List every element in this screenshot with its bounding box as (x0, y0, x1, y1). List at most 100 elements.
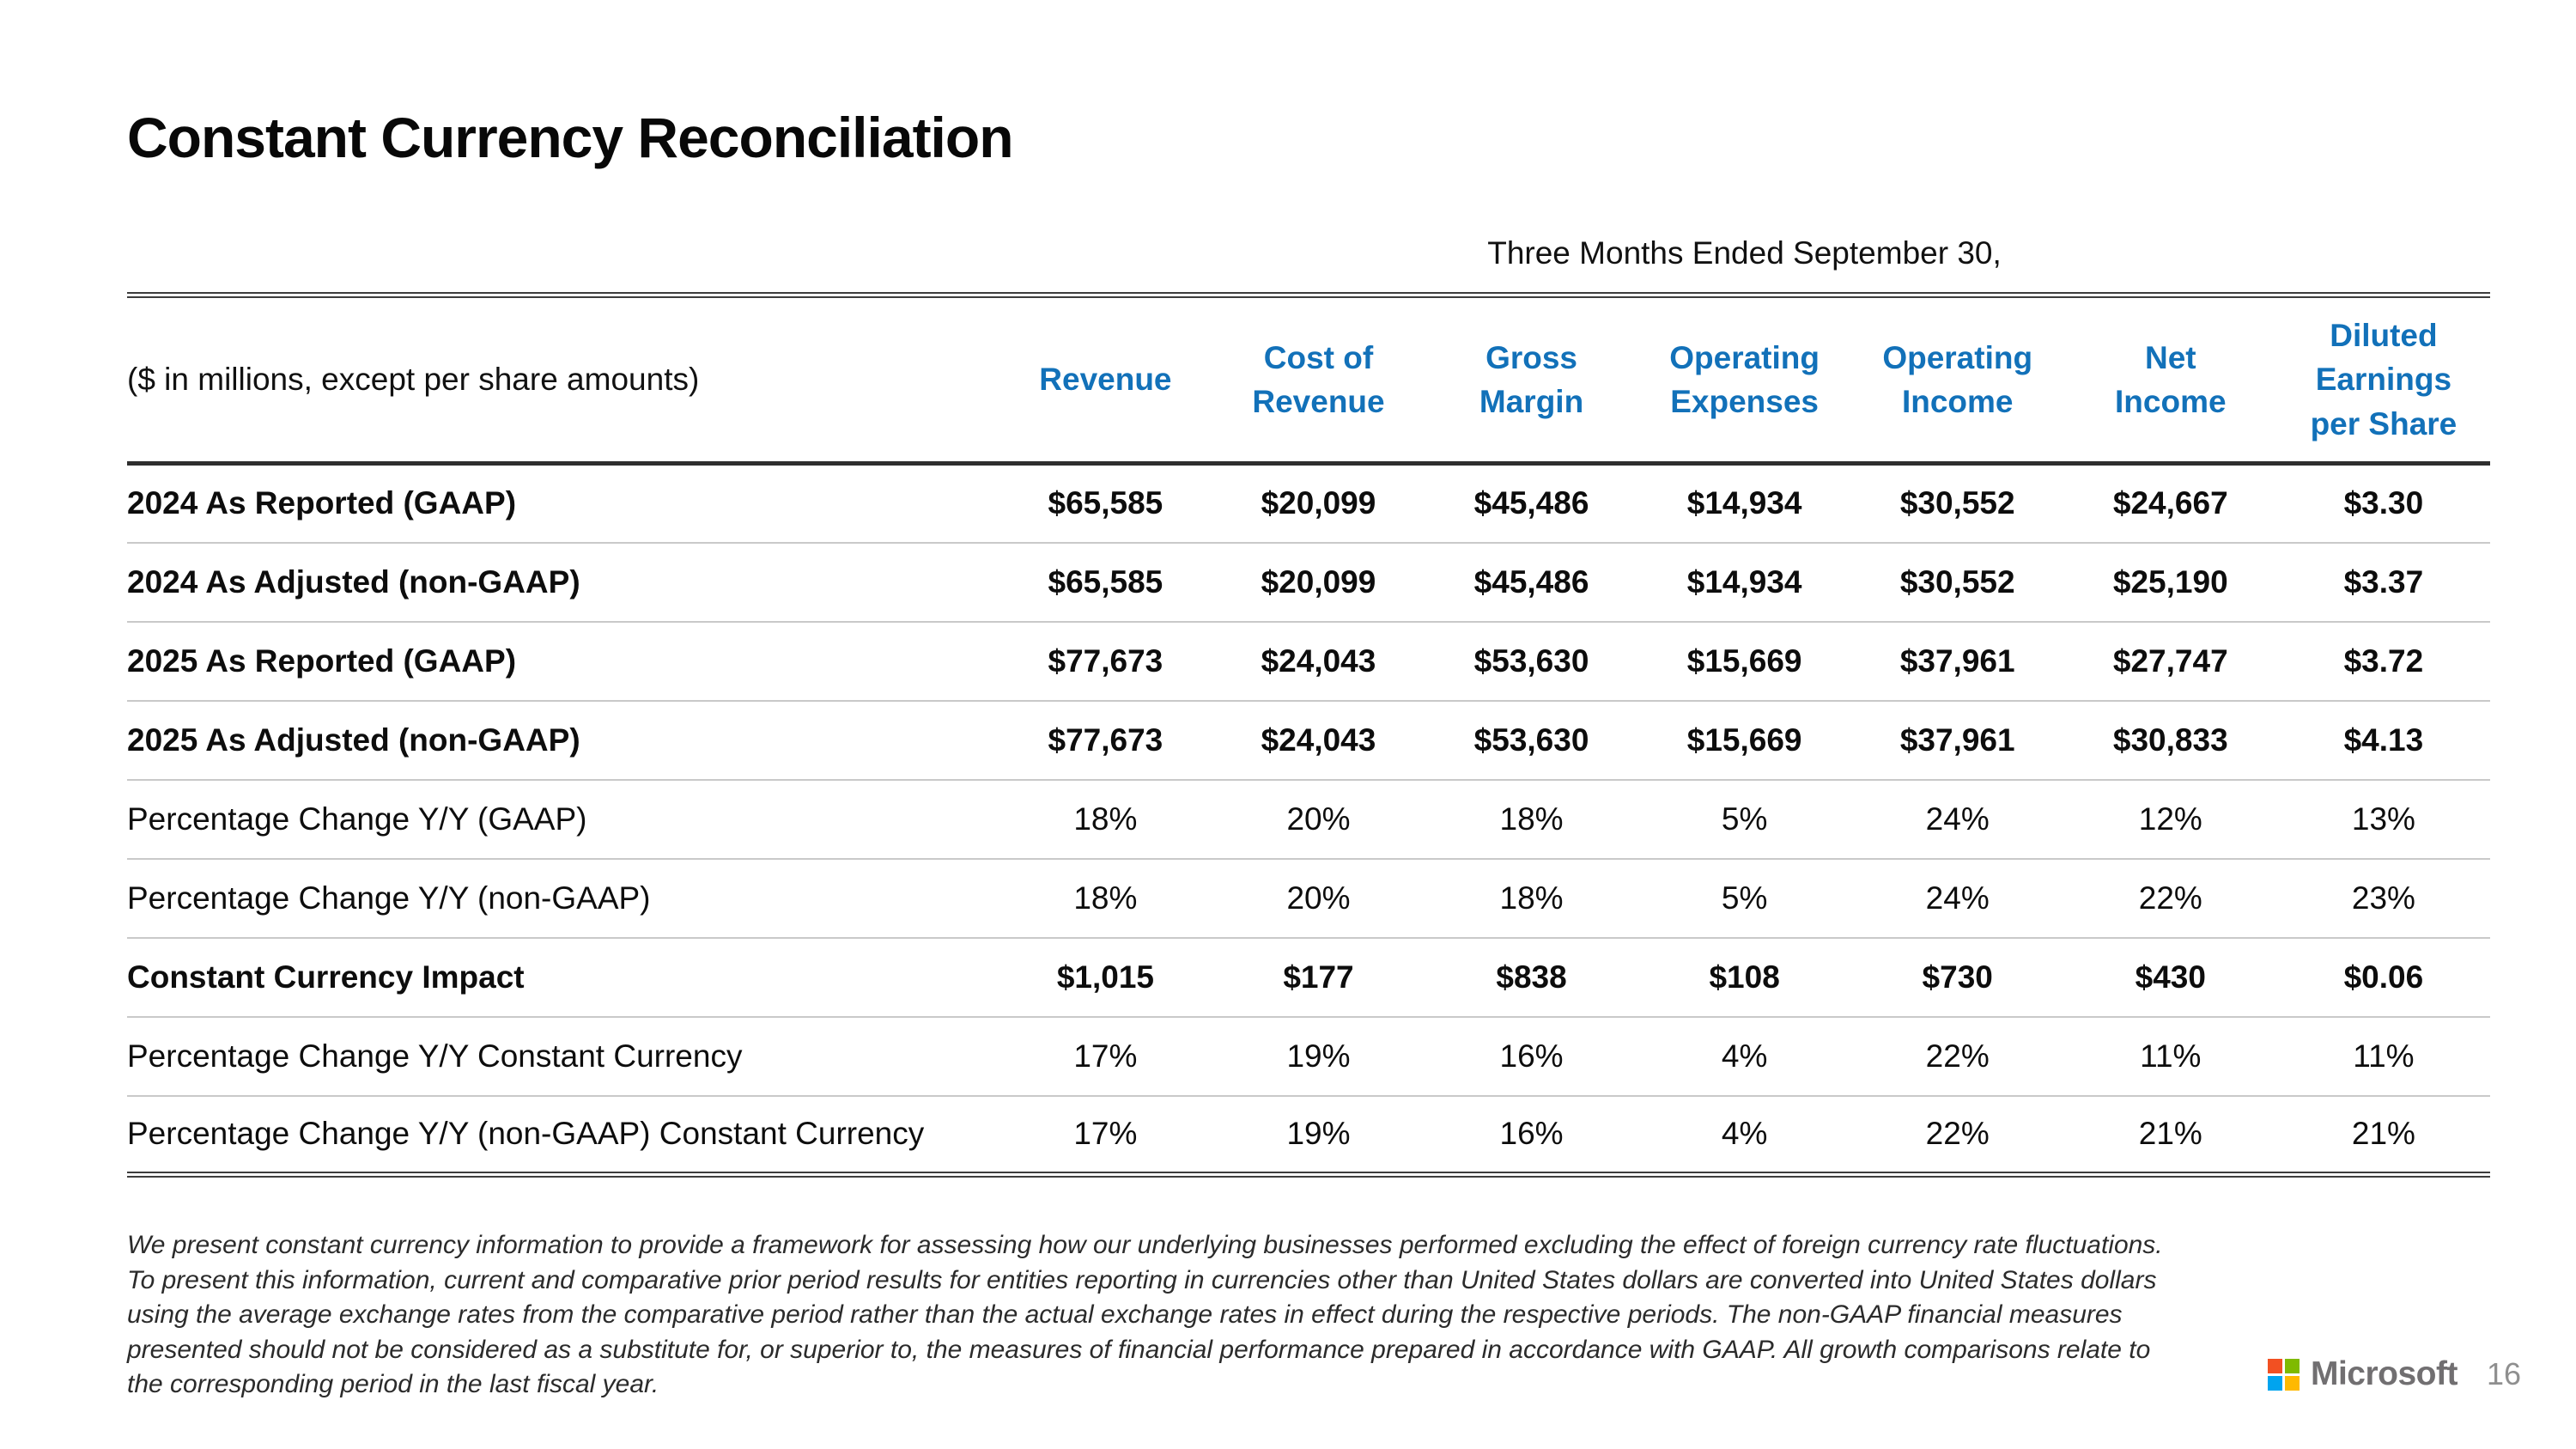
footnote-line: the corresponding period in the last fis… (127, 1370, 659, 1398)
table-cell: 23% (2351, 880, 2415, 916)
table-cell: $430 (2135, 959, 2206, 995)
table-cell: 4% (1721, 1116, 1768, 1152)
column-header-net-income: Net Income (2115, 339, 2227, 419)
table-cell: $53,630 (1473, 721, 1589, 758)
table-cell: 21% (2351, 1116, 2415, 1152)
logo-square-yellow (2284, 1375, 2300, 1391)
logo-square-blue (2267, 1375, 2282, 1391)
table-cell: 5% (1721, 880, 1768, 916)
table-cell: 19% (1286, 1116, 1351, 1152)
table-cell: $77,673 (1048, 642, 1163, 679)
table-cell: $4.13 (2343, 721, 2424, 758)
table-cell: $0.06 (2343, 959, 2424, 995)
table-cell: $20,099 (1261, 563, 1376, 600)
microsoft-wordmark: Microsoft (2310, 1355, 2458, 1392)
table-body: 2024 As Reported (GAAP) $65,585 $20,099 … (127, 464, 2490, 1175)
table-row: 2024 As Adjusted (non-GAAP) $65,585 $20,… (127, 543, 2490, 622)
table-row: Percentage Change Y/Y (GAAP) 18% 20% 18%… (127, 780, 2490, 859)
table-cell: 24% (1925, 801, 1990, 837)
column-header-operating-income: Operating Income (1882, 339, 2033, 419)
footnote: We present constant currency information… (127, 1228, 2163, 1403)
table-cell: $730 (1922, 959, 1993, 995)
table-cell: 20% (1286, 880, 1351, 916)
logo-square-red (2267, 1358, 2282, 1373)
table-row: 2025 As Reported (GAAP) $77,673 $24,043 … (127, 622, 2490, 701)
table-cell: $27,747 (2112, 642, 2228, 679)
table-cell: $24,043 (1261, 721, 1376, 758)
table-row: 2025 As Adjusted (non-GAAP) $77,673 $24,… (127, 701, 2490, 780)
table-cell: $14,934 (1686, 563, 1802, 600)
table-header: ($ in millions, except per share amounts… (127, 295, 2490, 464)
table-cell: 13% (2351, 801, 2415, 837)
unit-note: ($ in millions, except per share amounts… (127, 362, 700, 398)
table-cell: 18% (1073, 880, 1138, 916)
table-cell: 19% (1286, 1038, 1351, 1074)
page-title: Constant Currency Reconciliation (127, 106, 1014, 169)
table-cell: $30,552 (1899, 485, 2015, 521)
table-cell: $108 (1709, 959, 1780, 995)
table-cell: $14,934 (1686, 485, 1802, 521)
table-row: Percentage Change Y/Y (non-GAAP) 18% 20%… (127, 859, 2490, 938)
table-cell: $45,486 (1473, 485, 1589, 521)
footnote-line: We present constant currency information… (127, 1231, 2163, 1259)
footnote-line: presented should not be considered as a … (127, 1335, 2151, 1364)
table-cell: $45,486 (1473, 563, 1589, 600)
table-cell: $65,585 (1048, 563, 1163, 600)
row-label: Constant Currency Impact (127, 959, 525, 995)
table-cell: 17% (1073, 1116, 1138, 1152)
table-cell: 16% (1499, 1116, 1564, 1152)
table-cell: $20,099 (1261, 485, 1376, 521)
table-cell: 20% (1286, 801, 1351, 837)
table-cell: $3.30 (2343, 485, 2424, 521)
table-cell: $1,015 (1056, 959, 1154, 995)
column-header-operating-expenses: Operating Expenses (1669, 339, 1820, 419)
footnote-line: To present this information, current and… (127, 1265, 2157, 1294)
table-row: Percentage Change Y/Y Constant Currency … (127, 1017, 2490, 1096)
table-cell: $3.72 (2343, 642, 2424, 679)
table-cell: 18% (1499, 880, 1564, 916)
table-cell: 16% (1499, 1038, 1564, 1074)
table-cell: 5% (1721, 801, 1768, 837)
table-cell: 21% (2138, 1116, 2202, 1152)
table-cell: 12% (2138, 801, 2202, 837)
table-row: Constant Currency Impact $1,015 $177 $83… (127, 938, 2490, 1017)
table-cell: 4% (1721, 1038, 1768, 1074)
table-cell: 11% (2353, 1038, 2415, 1074)
page-number: 16 (2486, 1356, 2521, 1391)
row-label: Percentage Change Y/Y (non-GAAP) (127, 880, 651, 916)
table-cell: 18% (1073, 801, 1138, 837)
table-cell: $37,961 (1899, 721, 2015, 758)
row-label: 2025 As Adjusted (non-GAAP) (127, 721, 580, 758)
table-cell: $15,669 (1686, 721, 1802, 758)
table-cell: $177 (1283, 959, 1354, 995)
table-cell: $30,833 (2112, 721, 2228, 758)
table-cell: $25,190 (2112, 563, 2228, 600)
table-cell: 18% (1499, 801, 1564, 837)
row-label: 2024 As Reported (GAAP) (127, 485, 517, 521)
table-cell: 22% (1925, 1116, 1990, 1152)
table-cell: 22% (1925, 1038, 1990, 1074)
row-label: 2025 As Reported (GAAP) (127, 642, 517, 679)
logo-square-green (2284, 1358, 2300, 1373)
table-row: Percentage Change Y/Y (non-GAAP) Constan… (127, 1096, 2490, 1175)
row-label: Percentage Change Y/Y (non-GAAP) Constan… (127, 1116, 925, 1152)
header-row: ($ in millions, except per share amounts… (127, 295, 2490, 464)
row-label: Percentage Change Y/Y Constant Currency (127, 1038, 743, 1074)
table-caption: Three Months Ended September 30, (1487, 235, 2002, 271)
column-header-revenue: Revenue (1039, 362, 1172, 398)
column-header-gross-margin: Gross Margin (1479, 339, 1584, 419)
row-label: Percentage Change Y/Y (GAAP) (127, 801, 587, 837)
row-label: 2024 As Adjusted (non-GAAP) (127, 563, 580, 600)
table-cell: $3.37 (2343, 563, 2424, 600)
slide-footer: Microsoft 16 (2267, 1355, 2521, 1393)
table-cell: $53,630 (1473, 642, 1589, 679)
table-cell: 22% (2138, 880, 2202, 916)
table-cell: $37,961 (1899, 642, 2015, 679)
table-cell: 24% (1925, 880, 1990, 916)
constant-currency-table: ($ in millions, except per share amounts… (127, 292, 2490, 1178)
table-cell: 17% (1073, 1038, 1138, 1074)
table-cell: $24,667 (2112, 485, 2228, 521)
column-header-cost-of-revenue: Cost of Revenue (1252, 339, 1385, 419)
table-cell: $24,043 (1261, 642, 1376, 679)
column-header-diluted-eps: Diluted Earnings per Share (2310, 318, 2458, 441)
